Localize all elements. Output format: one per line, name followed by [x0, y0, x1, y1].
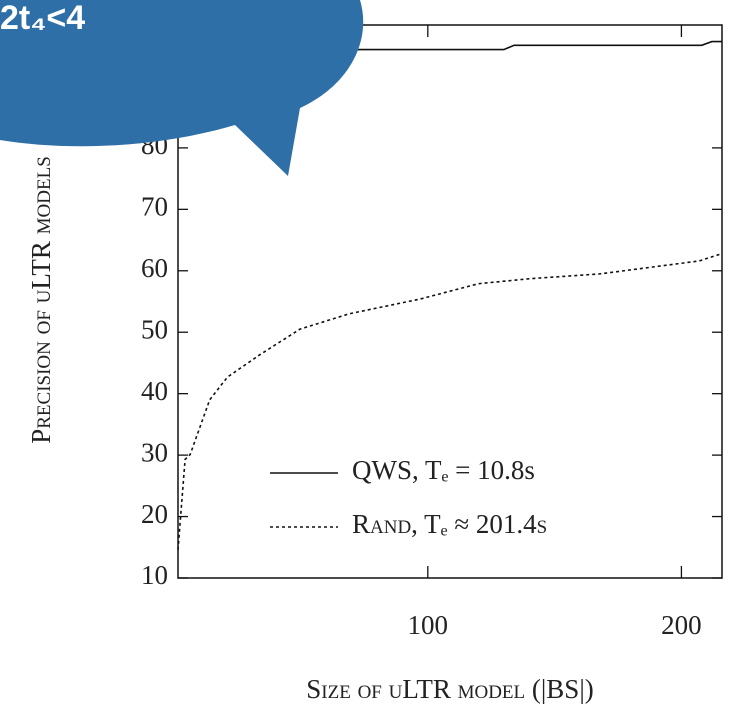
x-tick-label: 200: [661, 610, 702, 640]
y-tick-label: 70: [141, 192, 168, 222]
y-tick-label: 60: [141, 253, 168, 283]
y-tick-label: 40: [141, 376, 168, 406]
chart: Precision of uLTR models Size of uLTR mo…: [0, 0, 734, 712]
y-tick-label: 30: [141, 437, 168, 467]
legend-label: QWS, Tₑ = 10.8s: [352, 455, 535, 485]
legend-label: Rand, Tₑ ≈ 201.4s: [352, 509, 547, 539]
y-tick-label: 50: [141, 314, 168, 344]
y-axis-label: Precision of uLTR models: [26, 156, 56, 444]
bubble-text: 2t₄<4: [0, 0, 85, 37]
x-tick-label: 100: [408, 610, 449, 640]
x-axis-label: Size of uLTR model (|BS|): [306, 674, 593, 704]
y-tick-label: 10: [141, 560, 168, 590]
speech-bubble: 2t₄<4: [0, 0, 363, 176]
series-line: [178, 254, 722, 550]
y-tick-label: 20: [141, 499, 168, 529]
